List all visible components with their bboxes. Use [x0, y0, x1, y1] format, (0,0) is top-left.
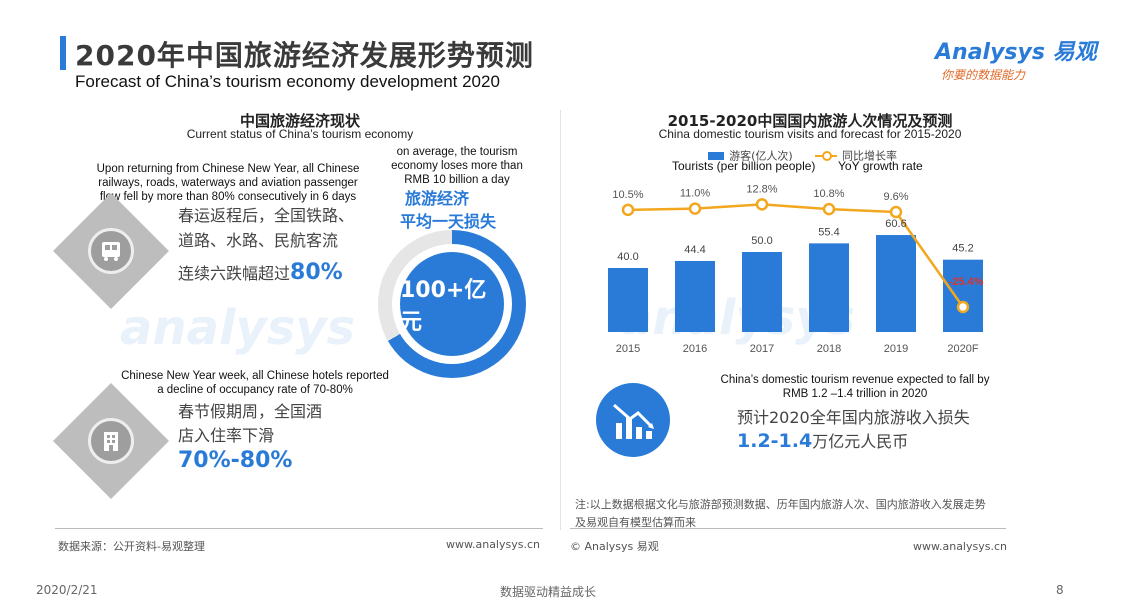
- railway-zh-text: 连续六跌幅超过: [178, 264, 291, 283]
- revenue-note-en: China’s domestic tourism revenue expecte…: [720, 374, 990, 400]
- x-tick-2015: 2015: [616, 343, 640, 355]
- tourism-visits-chart: 40.0 2015 44.4 2016 50.0 2017 55.4 2018 60.6 2019…: [608, 183, 984, 355]
- footer-url-right[interactable]: www.analysys.cn: [913, 540, 1007, 553]
- legend-bar-swatch: [708, 151, 724, 160]
- legend-line-label-en: YoY growth rate: [838, 159, 923, 173]
- hotel-note-en: Chinese New Year week, all Chinese hotel…: [121, 370, 389, 396]
- bottom-slogan: 数据驱动精益成长: [500, 585, 597, 599]
- bar-label-2016: 44.4: [684, 244, 705, 256]
- railway-zh-line1: 春运返程后，全国铁路、: [178, 206, 355, 225]
- growth-rate-line: [627, 203, 965, 308]
- railway-zh-line2: 道路、水路、民航客流: [178, 231, 339, 250]
- growth-point-2015: [621, 203, 635, 217]
- analysys-logo: Analysys 易观 你要的数据能力: [935, 34, 1097, 83]
- transport-icon: [88, 228, 134, 274]
- data-note-line2: 及易观自有模型估算而来: [575, 515, 696, 529]
- x-tick-2017: 2017: [750, 343, 774, 355]
- daily-loss-note-en: on average, the tourism economy loses mo…: [391, 146, 523, 186]
- growth-label-2017: 12.8%: [746, 183, 777, 195]
- bar-label-2020F: 45.2: [952, 243, 973, 255]
- x-tick-2020F: 2020F: [947, 343, 978, 355]
- growth-label-2020F: -25.4%: [949, 276, 984, 288]
- x-tick-2019: 2019: [884, 343, 908, 355]
- copyright: © Analysys 易观: [570, 540, 659, 553]
- data-source: 数据来源：公开资料-易观整理: [58, 540, 205, 553]
- page-number: 8: [1056, 583, 1064, 597]
- growth-label-2018: 10.8%: [813, 188, 844, 200]
- right-section-subtitle: China domestic tourism visits and foreca…: [658, 127, 962, 141]
- bar-label-2015: 40.0: [617, 251, 638, 263]
- bar-2018: [809, 243, 849, 332]
- logo-slogan: 你要的数据能力: [941, 68, 1026, 82]
- railway-decline-value: 80%: [290, 260, 343, 285]
- left-section-subtitle: Current status of China’s tourism econom…: [186, 127, 414, 141]
- revenue-loss-value: 1.2-1.4: [737, 430, 813, 452]
- panel-divider: [560, 110, 561, 530]
- bar-2020F: [943, 259, 983, 332]
- chart-legend: 游客(亿人次) 同比增长率: [708, 145, 897, 164]
- growth-point-2020F: [956, 300, 970, 314]
- footer-url-left[interactable]: www.analysys.cn: [446, 538, 540, 551]
- growth-point-2016: [688, 202, 702, 215]
- title-accent-bar: [60, 36, 66, 70]
- bar-2019: [876, 235, 916, 332]
- bar-2016: [675, 260, 715, 332]
- railway-note-en: Upon returning from Chinese New Year, al…: [96, 163, 360, 203]
- x-tick-2016: 2016: [683, 343, 707, 355]
- legend-bar-label-en: Tourists (per billion people): [672, 159, 816, 173]
- growth-label-2019: 9.6%: [883, 191, 908, 203]
- page-title: 2020年中国旅游经济发展形势预测: [75, 39, 534, 72]
- page-subtitle: Forecast of China’s tourism economy deve…: [75, 72, 500, 91]
- daily-loss-zh-line1: 旅游经济: [405, 189, 470, 208]
- right-section-title: 2015-2020中国国内旅游人次情况及预测: [667, 112, 953, 130]
- daily-loss-ring: 100+亿元: [378, 230, 526, 378]
- legend-line-label: 同比增长率: [841, 149, 897, 163]
- bar-label-2018: 55.4: [818, 226, 839, 238]
- revenue-loss-unit: 万亿元人民币: [812, 432, 909, 451]
- legend-bar-label: 游客(亿人次): [729, 149, 793, 163]
- bar-label-2017: 50.0: [751, 235, 772, 247]
- daily-loss-value: 100+亿元: [400, 252, 504, 356]
- revenue-decline-icon: [596, 383, 670, 457]
- hotel-icon: [88, 418, 134, 464]
- data-note-line1: 注:以上数据根据文化与旅游部预测数据、历年国内旅游人次、国内旅游收入发展走势: [575, 498, 986, 511]
- growth-label-2015: 10.5%: [612, 189, 643, 201]
- bar-2015: [608, 268, 648, 332]
- railway-zh-line3: 连续六跌幅超过80%: [178, 256, 343, 290]
- hotel-decline-value: 70%-80%: [178, 448, 293, 473]
- legend-line-swatch: [814, 150, 837, 161]
- data-note: 注:以上数据根据文化与旅游部预测数据、历年国内旅游人次、国内旅游收入发展走势 及…: [575, 496, 1015, 531]
- growth-point-2018: [822, 202, 836, 216]
- bar-2017: [742, 252, 782, 332]
- hotel-zh-line1: 春节假期周，全国酒: [178, 402, 323, 421]
- growth-label-2016: 11.0%: [680, 188, 711, 200]
- hotel-zh-line2: 店入住率下滑: [178, 426, 275, 445]
- footer-rule-right: [570, 528, 1006, 529]
- logo-name: Analysys 易观: [935, 40, 1097, 65]
- revenue-loss-zh: 预计2020全年国内旅游收入损失: [737, 408, 970, 427]
- bar-label-2019: 60.6: [885, 218, 906, 230]
- watermark-left: analysys: [120, 300, 356, 356]
- footer-rule-left: [55, 528, 543, 529]
- growth-point-2019: [889, 205, 903, 219]
- x-tick-2018: 2018: [817, 343, 841, 355]
- revenue-loss-line: 1.2-1.4万亿元人民币: [737, 428, 908, 452]
- daily-loss-zh-line2: 平均一天损失: [400, 212, 497, 231]
- left-section-title: 中国旅游经济现状: [239, 112, 360, 130]
- slide-date: 2020/2/21: [36, 583, 98, 597]
- growth-point-2017: [755, 198, 769, 211]
